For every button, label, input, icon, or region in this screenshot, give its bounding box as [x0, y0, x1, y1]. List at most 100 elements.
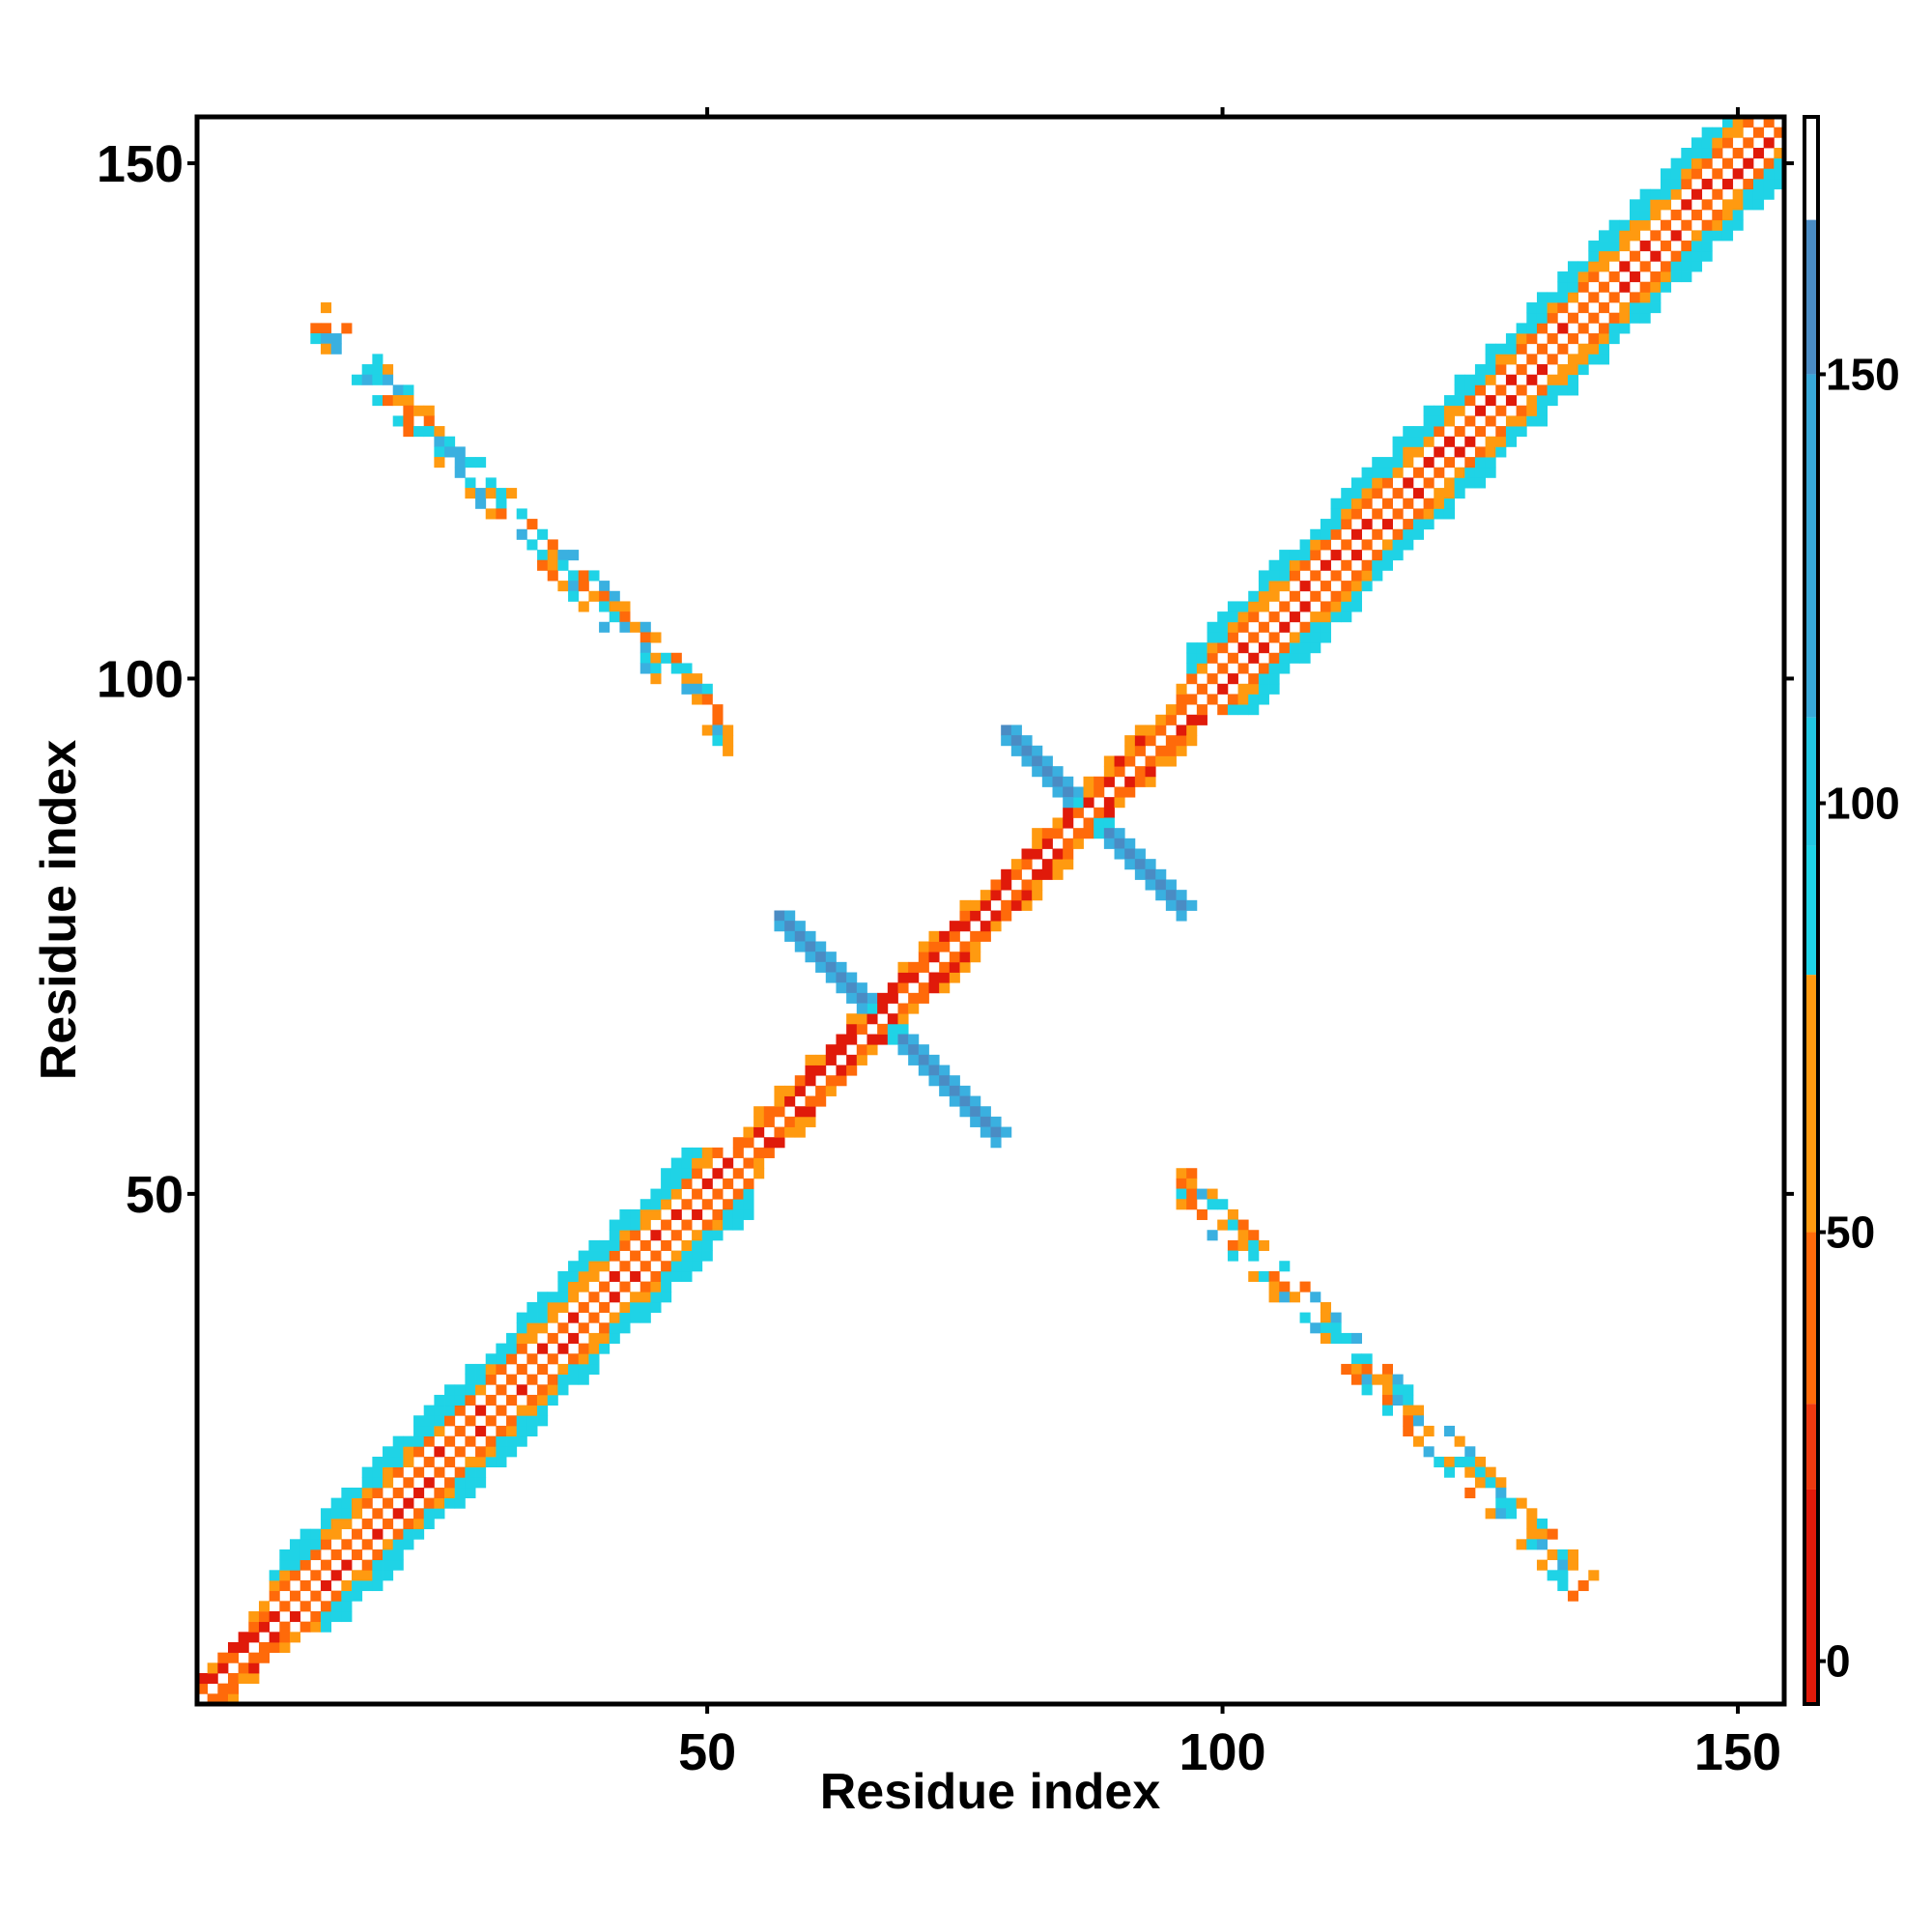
heatmap-cell	[588, 1292, 600, 1303]
heatmap-cell	[1557, 1559, 1569, 1571]
heatmap-cell	[619, 1301, 631, 1313]
heatmap-cell	[1010, 899, 1022, 911]
heatmap-cell	[372, 1487, 384, 1499]
heatmap-cell	[475, 1425, 487, 1437]
heatmap-cell	[1608, 271, 1620, 283]
heatmap-cell	[1010, 859, 1022, 870]
heatmap-cell	[1670, 168, 1682, 180]
heatmap-cell	[1712, 230, 1723, 242]
heatmap-cell	[1392, 528, 1404, 540]
heatmap-cell	[836, 1034, 847, 1045]
heatmap-cell	[609, 1322, 620, 1334]
heatmap-cell	[588, 1250, 600, 1262]
heatmap-cell	[392, 1548, 404, 1561]
heatmap-cell	[619, 601, 631, 612]
heatmap-cell	[1176, 1168, 1187, 1179]
heatmap-cell	[1701, 230, 1713, 242]
heatmap-cell	[701, 1250, 713, 1262]
heatmap-cell	[1227, 1250, 1238, 1262]
heatmap-cell	[330, 1497, 342, 1509]
heatmap-cell	[1536, 302, 1548, 314]
heatmap-cell	[1248, 652, 1260, 664]
heatmap-cell	[1145, 735, 1156, 747]
heatmap-cell	[526, 1312, 538, 1323]
heatmap-cell	[310, 1590, 322, 1602]
heatmap-cell	[805, 1075, 816, 1087]
heatmap-cell	[403, 1518, 414, 1530]
heatmap-cell	[743, 1188, 754, 1200]
heatmap-cell	[712, 1147, 724, 1158]
heatmap-cell	[897, 961, 909, 973]
heatmap-cell	[1094, 807, 1105, 818]
heatmap-cell	[836, 1044, 847, 1056]
heatmap-cell	[1495, 426, 1507, 438]
heatmap-cell	[650, 663, 662, 674]
heatmap-cell	[1186, 673, 1198, 685]
heatmap-cell	[846, 992, 858, 1004]
heatmap-cell	[805, 930, 816, 942]
heatmap-cell	[516, 1322, 527, 1334]
heatmap-cell	[1041, 755, 1053, 767]
heatmap-cell	[1279, 570, 1291, 582]
heatmap-cell	[1381, 519, 1393, 530]
heatmap-cell	[774, 921, 785, 932]
heatmap-cell	[1320, 519, 1331, 530]
heatmap-cell	[1434, 446, 1445, 458]
heatmap-cell	[661, 1168, 672, 1179]
heatmap-cell	[1619, 261, 1631, 272]
heatmap-cell	[392, 1487, 404, 1499]
heatmap-cell	[1412, 488, 1424, 499]
x-tick-label: 150	[1694, 1723, 1781, 1781]
heatmap-cell	[743, 1137, 754, 1149]
heatmap-cell	[290, 1570, 301, 1581]
heatmap-cell	[650, 1270, 662, 1282]
heatmap-cell	[537, 1394, 549, 1406]
heatmap-cell	[670, 1157, 682, 1169]
heatmap-cell	[454, 446, 466, 458]
heatmap-cell	[1330, 519, 1342, 530]
heatmap-cell	[1207, 621, 1218, 633]
heatmap-cell	[1443, 1425, 1455, 1437]
heatmap-cell	[383, 1570, 394, 1581]
heatmap-cell	[1268, 683, 1280, 695]
heatmap-cell	[743, 1126, 754, 1138]
heatmap-cell	[1752, 188, 1765, 200]
heatmap-cell	[321, 1539, 332, 1550]
heatmap-cell	[1299, 559, 1311, 571]
heatmap-cell	[1299, 652, 1311, 664]
heatmap-cell	[1454, 374, 1465, 385]
heatmap-cell	[1629, 250, 1641, 262]
heatmap-cell	[1721, 219, 1734, 231]
heatmap-cell	[980, 930, 991, 942]
heatmap-cell	[619, 1281, 631, 1293]
heatmap-cell	[557, 581, 569, 592]
heatmap-cell	[1289, 590, 1300, 602]
heatmap-cell	[1248, 590, 1260, 602]
heatmap-cell	[1165, 755, 1177, 767]
heatmap-cell	[639, 1261, 651, 1272]
heatmap-cell	[330, 1610, 342, 1623]
heatmap-cell	[423, 1508, 435, 1520]
heatmap-cell	[1268, 673, 1280, 685]
heatmap-cell	[1474, 384, 1487, 396]
heatmap-cell	[1660, 271, 1672, 283]
heatmap-cell	[1299, 601, 1311, 612]
heatmap-cell	[1207, 694, 1218, 705]
heatmap-cell	[454, 467, 466, 478]
heatmap-cell	[1403, 457, 1414, 469]
heatmap-cell	[661, 1292, 672, 1303]
heatmap-cell	[423, 1425, 435, 1437]
heatmap-cell	[1279, 1292, 1291, 1303]
heatmap-cell	[1350, 488, 1362, 499]
heatmap-cell	[639, 642, 651, 654]
heatmap-cell	[413, 1446, 425, 1458]
heatmap-cell	[506, 1353, 518, 1365]
heatmap-cell	[794, 1106, 806, 1118]
heatmap-cell	[341, 1497, 353, 1509]
heatmap-cell	[547, 1312, 558, 1323]
heatmap-cell	[701, 1147, 713, 1158]
heatmap-cell	[1464, 1487, 1476, 1499]
heatmap-cell	[1176, 1178, 1187, 1189]
heatmap-cell	[1258, 570, 1269, 582]
heatmap-cell	[1248, 1230, 1260, 1241]
